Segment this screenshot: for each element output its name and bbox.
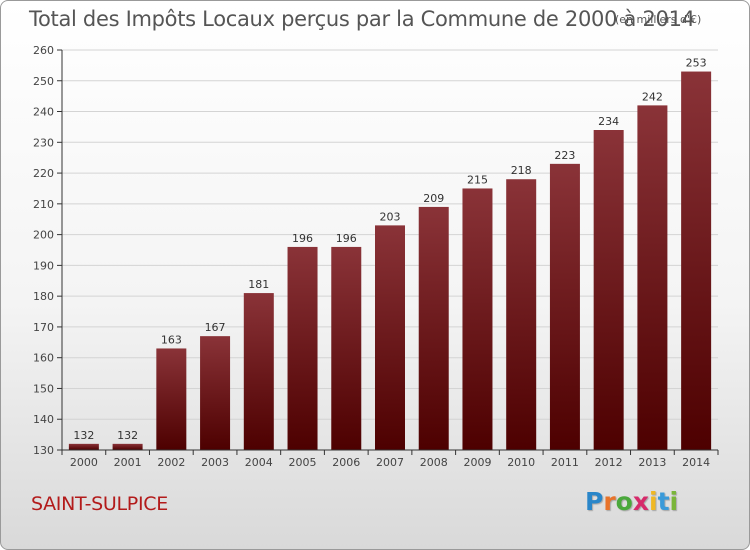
bar-value-label: 196: [292, 232, 313, 245]
x-tick-label: 2006: [332, 456, 360, 469]
bar: [549, 163, 580, 450]
x-tick-label: 2000: [70, 456, 98, 469]
commune-name: SAINT-SULPICE: [31, 493, 168, 515]
bar-value-label: 234: [598, 115, 619, 128]
x-tick-label: 2010: [507, 456, 535, 469]
bars: 132 132 163 167 181 196 196 203 209 215 218 223 234 2…: [68, 57, 712, 451]
bar-value-label: 167: [205, 321, 226, 334]
bar: [112, 443, 143, 450]
bar-value-label: 196: [336, 232, 357, 245]
y-tick-label: 220: [33, 167, 54, 180]
x-tick-label: 2013: [638, 456, 666, 469]
y-tick-label: 250: [33, 75, 54, 88]
bar-value-label: 203: [380, 210, 401, 223]
y-tick-label: 170: [33, 321, 54, 334]
proxiti-logo: Proxiti: [585, 487, 678, 516]
chart-title: Total des Impôts Locaux perçus par la Co…: [29, 7, 695, 31]
bar: [506, 179, 537, 450]
logo-letter: P: [585, 487, 604, 516]
bar-value-label: 215: [467, 173, 488, 186]
x-tick-label: 2012: [595, 456, 623, 469]
bar: [593, 130, 624, 450]
logo-letter: x: [632, 487, 649, 516]
bar-value-label: 223: [554, 149, 575, 162]
y-tick-label: 180: [33, 290, 54, 303]
bar-value-label: 163: [161, 333, 182, 346]
bar-value-label: 181: [248, 278, 269, 291]
bar: [681, 71, 712, 451]
bar: [156, 348, 187, 450]
bar-value-label: 253: [686, 57, 707, 70]
bar-value-label: 242: [642, 90, 663, 103]
x-tick-label: 2014: [682, 456, 710, 469]
logo-letter: r: [603, 487, 616, 516]
y-tick-label: 200: [33, 229, 54, 242]
logo-letter: i: [649, 487, 658, 516]
bar: [418, 206, 449, 450]
logo-letter: o: [615, 487, 633, 516]
bar-value-label: 132: [117, 429, 138, 442]
y-tick-label: 140: [33, 413, 54, 426]
bar: [243, 293, 274, 450]
axes: 130 140 150 160 170 180 190 200 210 220 230 240 250 2…: [33, 44, 719, 469]
x-tick-label: 2007: [376, 456, 404, 469]
bar: [200, 336, 231, 450]
y-tick-label: 240: [33, 106, 54, 119]
chart-unit: (en milliers d'€): [615, 13, 702, 26]
logo-letter: t: [657, 487, 670, 516]
y-tick-label: 130: [33, 444, 54, 457]
x-tick-label: 2005: [289, 456, 317, 469]
bar-value-label: 132: [73, 429, 94, 442]
x-tick-label: 2003: [201, 456, 229, 469]
y-tick-label: 210: [33, 198, 54, 211]
x-tick-label: 2011: [551, 456, 579, 469]
bar: [637, 105, 668, 450]
x-tick-label: 2008: [420, 456, 448, 469]
bar: [462, 188, 493, 450]
y-tick-label: 230: [33, 136, 54, 149]
y-tick-label: 260: [33, 44, 54, 57]
logo-letter: i: [669, 487, 679, 516]
bar: [375, 225, 405, 450]
x-tick-label: 2004: [245, 456, 273, 469]
bar-value-label: 209: [423, 192, 444, 205]
y-tick-label: 190: [33, 259, 54, 272]
y-tick-label: 150: [33, 382, 54, 395]
bar-value-label: 218: [511, 164, 532, 177]
bar: [68, 443, 99, 450]
bar: [287, 246, 318, 450]
x-tick-label: 2002: [157, 456, 185, 469]
x-tick-label: 2009: [463, 456, 491, 469]
bar: [331, 246, 362, 450]
y-tick-label: 160: [33, 352, 54, 365]
x-tick-label: 2001: [114, 456, 142, 469]
